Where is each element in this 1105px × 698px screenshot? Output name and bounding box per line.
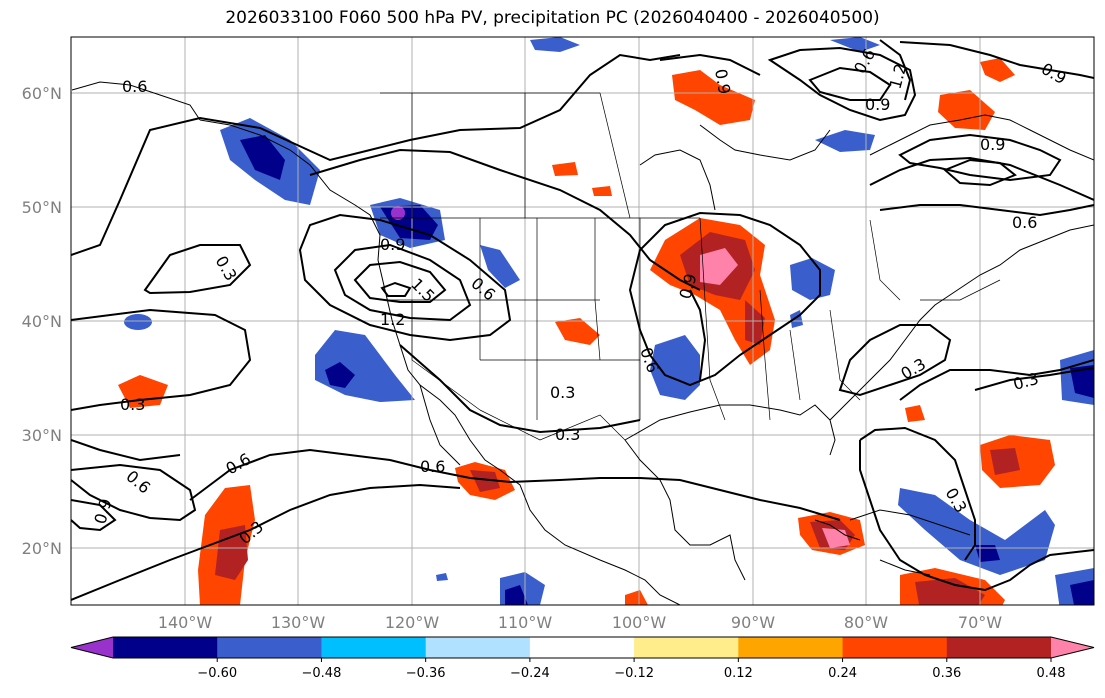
colorbar-swatch [634,637,739,658]
colorbar-outline [70,636,1095,659]
lon-label: 100°W [612,613,667,632]
contour-label: 0.9 [980,135,1005,154]
lon-label: 130°W [271,613,326,632]
contour-label: 0.6 [420,457,445,476]
colorbar-tick-label: −0.24 [510,666,550,681]
lat-label: 50°N [22,198,62,217]
map-frame [70,36,1095,606]
coastlines [71,81,1094,605]
lon-label: 80°W [844,613,888,632]
lon-label: 110°W [498,613,553,632]
contour-label: 0.3 [555,425,580,444]
colorbar-tick-label: 0.36 [932,666,961,681]
lon-label: 140°W [158,613,213,632]
contour-label: 0.3 [550,383,575,402]
contour-label: 0.6 [1012,213,1037,232]
lon-label: 70°W [958,613,1002,632]
colorbar-tick-label: 0.48 [1037,666,1066,681]
colorbar-swatch [113,637,218,658]
colorbar-swatch [738,637,844,658]
longitude-labels: 140°W 130°W 120°W 110°W 100°W 90°W 80°W … [158,613,1002,632]
colorbar: −0.60 −0.48 −0.36 −0.24 −0.12 0.12 0.24 0.36 0.4… [70,636,1095,681]
lat-label: 40°N [22,312,62,331]
lon-label: 120°W [385,613,440,632]
contour-label: 1.2 [380,310,405,329]
colorbar-tick-label: −0.12 [614,666,654,681]
contour-label: 0.9 [865,95,890,114]
colorbar-swatch [946,637,1052,658]
colorbar-tick-label: −0.36 [406,666,446,681]
colorbar-extend-high [1051,637,1094,658]
colorbar-tick-label: 0.12 [724,666,753,681]
lat-label: 60°N [22,84,62,103]
map-title: 2026033100 F060 500 hPa PV, precipitatio… [225,8,880,28]
colorbar-tick-label: −0.60 [197,666,237,681]
contour-label: 0.9 [711,67,734,95]
colorbar-swatch [217,637,322,658]
lat-label: 20°N [22,539,62,558]
pv-contours [71,39,1094,601]
contour-label: 0.9 [380,235,405,254]
lat-label: 30°N [22,426,62,445]
graticule [71,37,1094,605]
colorbar-swatch [529,637,635,658]
colorbar-swatch [321,637,427,658]
latitude-labels: 60°N 50°N 40°N 30°N 20°N [22,84,62,558]
colorbar-extend-low [71,637,113,658]
contour-label: 0.6 [122,77,147,96]
precipitation-shading [118,37,1094,605]
colorbar-tick-label: −0.48 [302,666,342,681]
colorbar-tick-label: 0.24 [828,666,857,681]
lon-label: 90°W [731,613,775,632]
colorbar-swatch [425,637,531,658]
contour-label: 0.3 [120,395,145,414]
colorbar-swatch [842,637,948,658]
